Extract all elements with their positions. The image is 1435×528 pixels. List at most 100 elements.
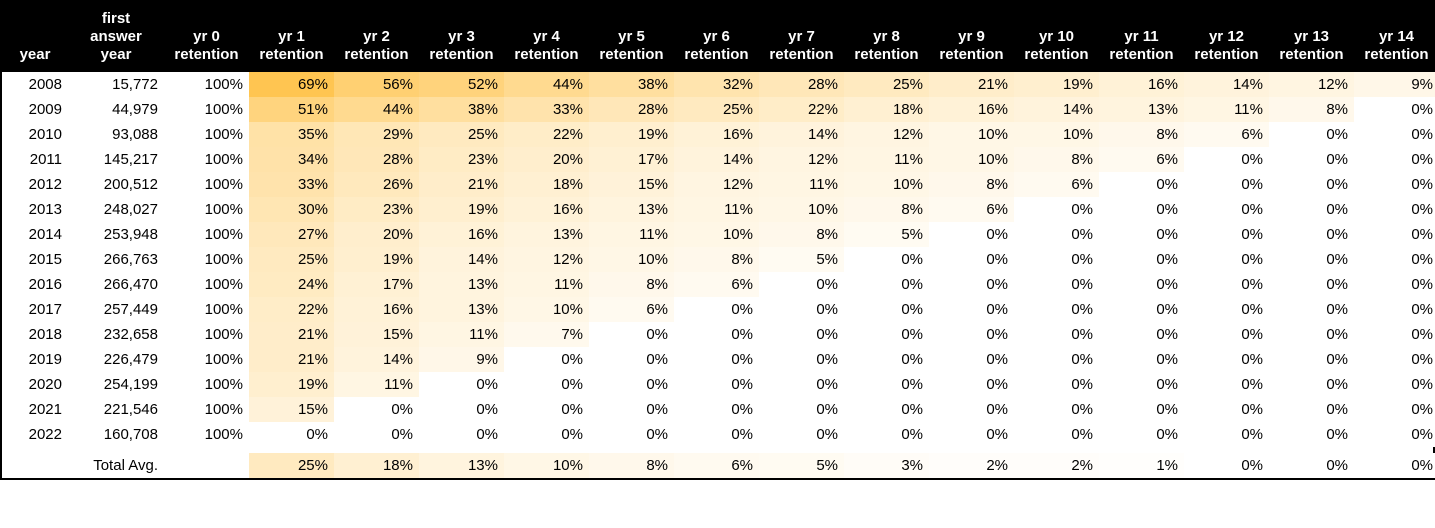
cell-first: 253,948	[68, 222, 164, 247]
cell-yr3: 16%	[419, 222, 504, 247]
retention-table: yearfirstansweryearyr 0retentionyr 1rete…	[2, 2, 1435, 478]
cell-yr3: 11%	[419, 322, 504, 347]
cell-yr7: 14%	[759, 122, 844, 147]
cell-yr3: 21%	[419, 172, 504, 197]
cell-yr3: 0%	[419, 372, 504, 397]
cell-yr0: 100%	[164, 197, 249, 222]
cell-yr10: 14%	[1014, 97, 1099, 122]
cell-yr10: 0%	[1014, 322, 1099, 347]
cell-year: 2016	[2, 272, 68, 297]
cell-yr14: 0%	[1354, 147, 1435, 172]
cell-yr8: 25%	[844, 72, 929, 97]
cell-yr12: 0%	[1184, 372, 1269, 397]
cell-yr3: 13%	[419, 297, 504, 322]
cell-yr6: 0%	[674, 422, 759, 447]
cell-yr13: 0%	[1269, 222, 1354, 247]
table-row: 200944,979100%51%44%38%33%28%25%22%18%16…	[2, 97, 1435, 122]
cell-yr6: 6%	[674, 272, 759, 297]
cell-yr1: 33%	[249, 172, 334, 197]
cell-year: 2019	[2, 347, 68, 372]
cell-year: 2008	[2, 72, 68, 97]
col-header-yr10: yr 10retention	[1014, 2, 1099, 72]
cell-year: 2018	[2, 322, 68, 347]
cell-yr12: 0%	[1184, 397, 1269, 422]
cell-first: 257,449	[68, 297, 164, 322]
table-row: 2017257,449100%22%16%13%10%6%0%0%0%0%0%0…	[2, 297, 1435, 322]
cell-yr5: 28%	[589, 97, 674, 122]
cell-year: 2014	[2, 222, 68, 247]
table-header: yearfirstansweryearyr 0retentionyr 1rete…	[2, 2, 1435, 72]
cell-first: 266,763	[68, 247, 164, 272]
cell-yr12: 0%	[1184, 247, 1269, 272]
cell-first: 232,658	[68, 322, 164, 347]
col-header-yr0: yr 0retention	[164, 2, 249, 72]
cell-first: 254,199	[68, 372, 164, 397]
cell-first: 200,512	[68, 172, 164, 197]
cell-yr1: 24%	[249, 272, 334, 297]
cell-yr7: 0%	[759, 372, 844, 397]
total-cell-yr14: 0%	[1354, 453, 1435, 478]
cell-yr6: 12%	[674, 172, 759, 197]
cell-yr9: 0%	[929, 297, 1014, 322]
cell-yr4: 0%	[504, 397, 589, 422]
col-header-yr7: yr 7retention	[759, 2, 844, 72]
cell-yr0: 100%	[164, 172, 249, 197]
table-row: 2018232,658100%21%15%11%7%0%0%0%0%0%0%0%…	[2, 322, 1435, 347]
cell-yr0: 100%	[164, 422, 249, 447]
cell-yr4: 33%	[504, 97, 589, 122]
cell-yr4: 11%	[504, 272, 589, 297]
cell-yr10: 0%	[1014, 397, 1099, 422]
cell-yr10: 6%	[1014, 172, 1099, 197]
cell-first: 221,546	[68, 397, 164, 422]
col-header-yr2: yr 2retention	[334, 2, 419, 72]
cell-yr2: 19%	[334, 247, 419, 272]
table-row: 2015266,763100%25%19%14%12%10%8%5%0%0%0%…	[2, 247, 1435, 272]
cell-first: 248,027	[68, 197, 164, 222]
cell-yr1: 69%	[249, 72, 334, 97]
table-row: 2021221,546100%15%0%0%0%0%0%0%0%0%0%0%0%…	[2, 397, 1435, 422]
cell-first: 44,979	[68, 97, 164, 122]
cell-year: 2010	[2, 122, 68, 147]
cell-yr5: 38%	[589, 72, 674, 97]
cell-yr4: 7%	[504, 322, 589, 347]
cell-yr9: 0%	[929, 372, 1014, 397]
cell-yr0: 100%	[164, 72, 249, 97]
cell-yr13: 0%	[1269, 297, 1354, 322]
cell-yr5: 17%	[589, 147, 674, 172]
col-header-first: firstansweryear	[68, 2, 164, 72]
cell-yr8: 0%	[844, 247, 929, 272]
cell-yr6: 0%	[674, 297, 759, 322]
cell-yr4: 20%	[504, 147, 589, 172]
cell-yr6: 25%	[674, 97, 759, 122]
col-header-yr6: yr 6retention	[674, 2, 759, 72]
cell-yr6: 8%	[674, 247, 759, 272]
cell-yr4: 22%	[504, 122, 589, 147]
cell-year: 2022	[2, 422, 68, 447]
cell-yr12: 0%	[1184, 222, 1269, 247]
cell-yr14: 0%	[1354, 422, 1435, 447]
cell-yr2: 26%	[334, 172, 419, 197]
cell-yr8: 8%	[844, 197, 929, 222]
cell-yr8: 18%	[844, 97, 929, 122]
col-header-yr13: yr 13retention	[1269, 2, 1354, 72]
cell-yr7: 0%	[759, 347, 844, 372]
total-cell-yr1: 25%	[249, 453, 334, 478]
cell-yr12: 0%	[1184, 297, 1269, 322]
cell-yr3: 13%	[419, 272, 504, 297]
total-cell-yr2: 18%	[334, 453, 419, 478]
cell-yr8: 0%	[844, 322, 929, 347]
cell-yr7: 12%	[759, 147, 844, 172]
cell-yr3: 38%	[419, 97, 504, 122]
cell-yr12: 6%	[1184, 122, 1269, 147]
cell-yr8: 10%	[844, 172, 929, 197]
cell-yr2: 28%	[334, 147, 419, 172]
cell-yr13: 0%	[1269, 147, 1354, 172]
cell-yr14: 0%	[1354, 97, 1435, 122]
cell-yr6: 16%	[674, 122, 759, 147]
cell-yr11: 0%	[1099, 322, 1184, 347]
col-header-yr4: yr 4retention	[504, 2, 589, 72]
cell-yr14: 9%	[1354, 72, 1435, 97]
cell-yr4: 0%	[504, 347, 589, 372]
cell-yr9: 10%	[929, 147, 1014, 172]
cell-yr11: 0%	[1099, 397, 1184, 422]
